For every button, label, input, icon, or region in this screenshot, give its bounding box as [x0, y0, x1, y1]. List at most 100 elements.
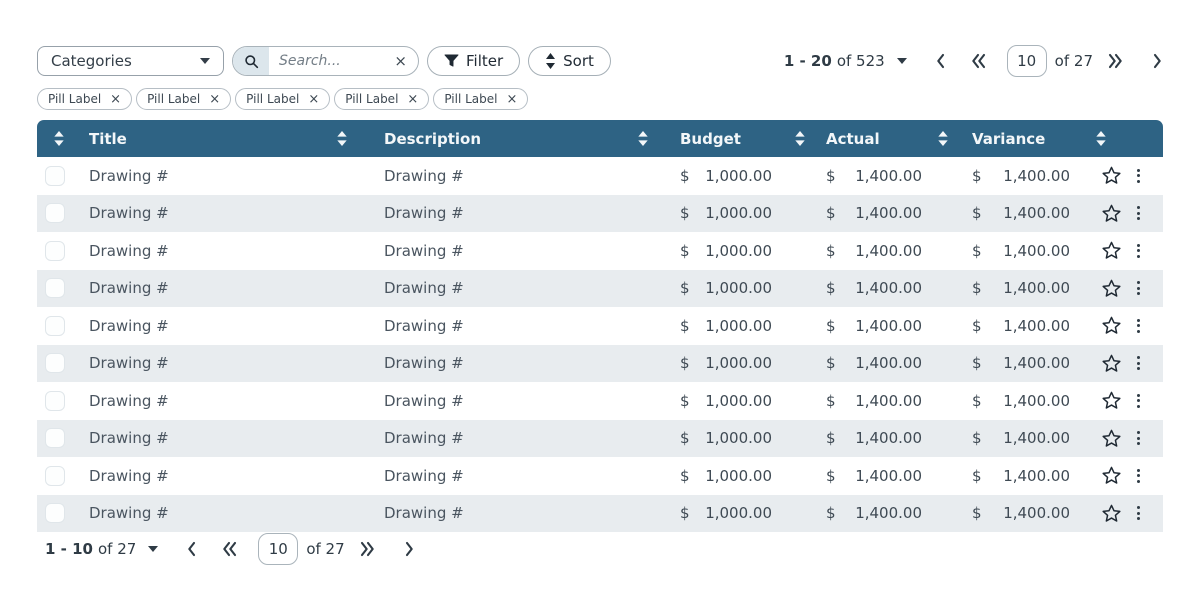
row-select-cell	[37, 203, 81, 223]
currency-symbol: $	[972, 167, 982, 185]
sort-title-icon[interactable]	[37, 131, 81, 146]
last-page-button[interactable]	[1107, 53, 1124, 69]
page-number-input[interactable]	[258, 533, 298, 565]
row-select-cell	[37, 391, 81, 411]
search-input[interactable]	[269, 47, 392, 75]
more-options-icon[interactable]	[1135, 204, 1142, 222]
actual-amount: 1,400.00	[855, 354, 922, 372]
sort-actions-icon[interactable]	[1080, 131, 1122, 146]
pill-remove-icon[interactable]: ×	[407, 93, 418, 106]
row-actual: $ 1,400.00	[818, 242, 922, 260]
sort-button-label: Sort	[563, 52, 594, 70]
more-options-icon[interactable]	[1135, 354, 1142, 372]
currency-symbol: $	[680, 242, 690, 260]
row-actions	[1080, 465, 1163, 486]
more-options-icon[interactable]	[1135, 392, 1142, 410]
pill-remove-icon[interactable]: ×	[308, 93, 319, 106]
more-options-icon[interactable]	[1135, 504, 1142, 522]
more-options-icon[interactable]	[1135, 279, 1142, 297]
row-actual: $ 1,400.00	[818, 354, 922, 372]
sort-description-icon[interactable]	[321, 131, 363, 146]
row-variance: $ 1,400.00	[964, 242, 1080, 260]
row-actual: $ 1,400.00	[818, 279, 922, 297]
prev-page-button[interactable]	[186, 541, 197, 557]
next-page-button[interactable]	[1152, 53, 1163, 69]
row-checkbox[interactable]	[45, 353, 65, 373]
budget-amount: 1,000.00	[705, 392, 772, 410]
row-checkbox[interactable]	[45, 166, 65, 186]
row-checkbox[interactable]	[45, 316, 65, 336]
sort-actual-icon[interactable]	[782, 131, 818, 146]
page-number-input[interactable]	[1007, 45, 1047, 77]
favorite-star-icon[interactable]	[1101, 315, 1122, 336]
row-checkbox[interactable]	[45, 428, 65, 448]
budget-amount: 1,000.00	[705, 429, 772, 447]
sort-button[interactable]: Sort	[528, 46, 611, 76]
row-checkbox[interactable]	[45, 466, 65, 486]
table-row: Drawing # Drawing # $ 1,000.00 $ 1,400.0…	[37, 457, 1163, 495]
pill-remove-icon[interactable]: ×	[209, 93, 220, 106]
first-page-button[interactable]	[221, 541, 238, 557]
more-options-icon[interactable]	[1135, 317, 1142, 335]
row-description: Drawing #	[363, 242, 622, 260]
currency-symbol: $	[680, 429, 690, 447]
pagination-top: 1 - 20 of 523 of 27	[784, 45, 1163, 77]
row-checkbox[interactable]	[45, 241, 65, 261]
row-description: Drawing #	[363, 354, 622, 372]
table-row: Drawing # Drawing # $ 1,000.00 $ 1,400.0…	[37, 270, 1163, 308]
currency-symbol: $	[972, 242, 982, 260]
prev-page-button[interactable]	[935, 53, 946, 69]
row-checkbox[interactable]	[45, 278, 65, 298]
search-icon-segment	[233, 47, 269, 75]
next-page-button[interactable]	[404, 541, 415, 557]
search-box: ×	[232, 46, 419, 76]
currency-symbol: $	[972, 204, 982, 222]
row-actions	[1080, 315, 1163, 336]
more-options-icon[interactable]	[1135, 242, 1142, 260]
column-header-variance: Variance	[964, 130, 1080, 148]
more-options-icon[interactable]	[1135, 167, 1142, 185]
variance-amount: 1,400.00	[1003, 354, 1070, 372]
last-page-button[interactable]	[359, 541, 376, 557]
favorite-star-icon[interactable]	[1101, 353, 1122, 374]
filter-button[interactable]: Filter	[427, 46, 520, 76]
currency-symbol: $	[826, 429, 836, 447]
page-size-dropdown[interactable]: 1 - 20 of 523	[784, 52, 907, 70]
variance-amount: 1,400.00	[1003, 504, 1070, 522]
actual-amount: 1,400.00	[855, 467, 922, 485]
budget-amount: 1,000.00	[705, 354, 772, 372]
table-row: Drawing # Drawing # $ 1,000.00 $ 1,400.0…	[37, 232, 1163, 270]
categories-dropdown[interactable]: Categories	[37, 46, 224, 76]
pill-label: Pill Label	[345, 92, 398, 106]
favorite-star-icon[interactable]	[1101, 165, 1122, 186]
favorite-star-icon[interactable]	[1101, 428, 1122, 449]
favorite-star-icon[interactable]	[1101, 390, 1122, 411]
page-size-dropdown[interactable]: 1 - 10 of 27	[45, 540, 158, 558]
currency-symbol: $	[680, 354, 690, 372]
currency-symbol: $	[972, 504, 982, 522]
sort-variance-icon[interactable]	[922, 131, 964, 146]
favorite-star-icon[interactable]	[1101, 465, 1122, 486]
pill-remove-icon[interactable]: ×	[506, 93, 517, 106]
row-checkbox[interactable]	[45, 391, 65, 411]
sort-budget-icon[interactable]	[622, 131, 664, 146]
pill-remove-icon[interactable]: ×	[110, 93, 121, 106]
table-row: Drawing # Drawing # $ 1,000.00 $ 1,400.0…	[37, 382, 1163, 420]
favorite-star-icon[interactable]	[1101, 278, 1122, 299]
more-options-icon[interactable]	[1135, 429, 1142, 447]
row-select-cell	[37, 316, 81, 336]
search-clear-icon[interactable]: ×	[392, 54, 418, 69]
first-page-button[interactable]	[970, 53, 987, 69]
column-header-title: Title	[81, 130, 321, 148]
table-row: Drawing # Drawing # $ 1,000.00 $ 1,400.0…	[37, 157, 1163, 195]
actual-amount: 1,400.00	[855, 204, 922, 222]
more-options-icon[interactable]	[1135, 467, 1142, 485]
pill-label: Pill Label	[147, 92, 200, 106]
favorite-star-icon[interactable]	[1101, 203, 1122, 224]
filter-pill: Pill Label ×	[37, 88, 132, 110]
favorite-star-icon[interactable]	[1101, 240, 1122, 261]
row-checkbox[interactable]	[45, 203, 65, 223]
favorite-star-icon[interactable]	[1101, 503, 1122, 524]
row-variance: $ 1,400.00	[964, 279, 1080, 297]
row-checkbox[interactable]	[45, 503, 65, 523]
